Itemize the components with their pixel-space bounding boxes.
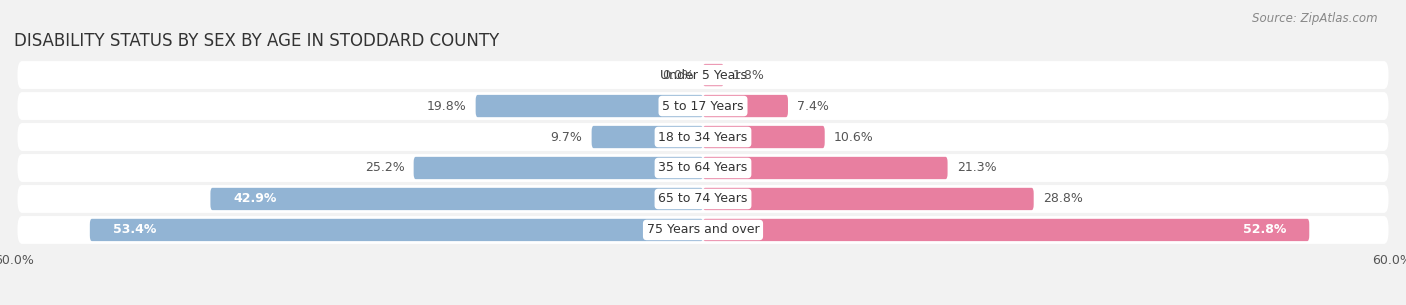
FancyBboxPatch shape	[17, 92, 1389, 120]
FancyBboxPatch shape	[703, 64, 724, 86]
Text: 75 Years and over: 75 Years and over	[647, 224, 759, 236]
Text: 9.7%: 9.7%	[551, 131, 582, 144]
Text: 19.8%: 19.8%	[426, 99, 467, 113]
Text: 7.4%: 7.4%	[797, 99, 830, 113]
FancyBboxPatch shape	[17, 154, 1389, 182]
FancyBboxPatch shape	[17, 185, 1389, 213]
Text: Source: ZipAtlas.com: Source: ZipAtlas.com	[1253, 12, 1378, 25]
Text: 35 to 64 Years: 35 to 64 Years	[658, 161, 748, 174]
FancyBboxPatch shape	[90, 219, 703, 241]
Text: 53.4%: 53.4%	[112, 224, 156, 236]
Text: DISABILITY STATUS BY SEX BY AGE IN STODDARD COUNTY: DISABILITY STATUS BY SEX BY AGE IN STODD…	[14, 32, 499, 50]
Text: 52.8%: 52.8%	[1243, 224, 1286, 236]
Text: Under 5 Years: Under 5 Years	[659, 69, 747, 81]
FancyBboxPatch shape	[211, 188, 703, 210]
Text: 28.8%: 28.8%	[1043, 192, 1083, 206]
Text: 65 to 74 Years: 65 to 74 Years	[658, 192, 748, 206]
FancyBboxPatch shape	[703, 157, 948, 179]
Text: 42.9%: 42.9%	[233, 192, 277, 206]
Text: 21.3%: 21.3%	[956, 161, 997, 174]
Text: 0.0%: 0.0%	[662, 69, 693, 81]
FancyBboxPatch shape	[475, 95, 703, 117]
Text: 18 to 34 Years: 18 to 34 Years	[658, 131, 748, 144]
Text: 10.6%: 10.6%	[834, 131, 873, 144]
FancyBboxPatch shape	[17, 123, 1389, 151]
FancyBboxPatch shape	[703, 188, 1033, 210]
FancyBboxPatch shape	[703, 219, 1309, 241]
FancyBboxPatch shape	[703, 126, 825, 148]
FancyBboxPatch shape	[17, 216, 1389, 244]
FancyBboxPatch shape	[17, 61, 1389, 89]
FancyBboxPatch shape	[592, 126, 703, 148]
Text: 5 to 17 Years: 5 to 17 Years	[662, 99, 744, 113]
FancyBboxPatch shape	[703, 95, 787, 117]
Text: 1.8%: 1.8%	[733, 69, 765, 81]
FancyBboxPatch shape	[413, 157, 703, 179]
Text: 25.2%: 25.2%	[364, 161, 405, 174]
